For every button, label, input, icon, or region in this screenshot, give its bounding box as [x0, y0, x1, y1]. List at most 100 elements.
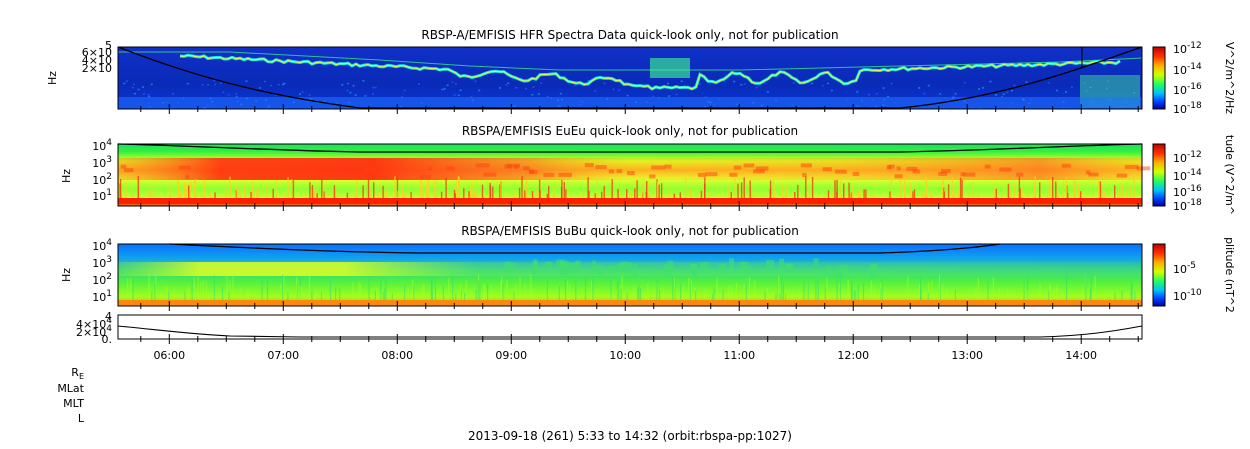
eueu-burst — [422, 182, 424, 198]
eueu-burst — [1026, 189, 1029, 198]
fce-ytick: 0. — [102, 333, 113, 346]
eueu-blob — [912, 169, 920, 174]
eueu-burst — [316, 193, 318, 198]
hfr-speckle — [301, 91, 304, 93]
bubu-streak — [645, 292, 647, 300]
bubu-streak — [483, 283, 485, 300]
bubu-streak — [460, 291, 462, 300]
eueu-blob — [213, 168, 224, 173]
bubu-streak — [191, 277, 193, 300]
hfr-speckle — [507, 82, 510, 84]
hfr-cbar-tick: 10-14 — [1173, 62, 1202, 77]
bubu-streak — [631, 291, 633, 300]
eueu-burst — [808, 187, 811, 198]
hfr-speckle — [258, 87, 261, 89]
x-tick-labels: 06:00 07:00 08:00 09:00 10:00 11:00 12:00 13:00… — [153, 349, 1097, 362]
bubu-streak — [987, 280, 989, 300]
eueu-blob — [428, 166, 433, 171]
hfr-speckle — [474, 80, 477, 82]
hfr-speckle — [667, 82, 669, 85]
eueu-burst — [972, 181, 974, 198]
hfr-speckle — [478, 89, 481, 92]
hfr-speckle — [227, 93, 230, 96]
bubu-streak — [855, 290, 857, 300]
eueu-burst — [912, 191, 914, 198]
bubu-blob — [784, 263, 793, 270]
eueu-blob — [1061, 163, 1071, 168]
bubu-streak — [748, 277, 751, 300]
eueu-blob — [504, 164, 512, 169]
hfr-speckle — [1055, 89, 1058, 92]
eueu-burst — [148, 189, 150, 198]
bubu-streak — [519, 276, 521, 300]
bubu-streak — [561, 289, 563, 300]
eueu-blob — [963, 172, 976, 177]
eueu-burst — [481, 184, 484, 198]
bubu-streak — [455, 293, 457, 300]
bubu-streak — [653, 287, 655, 300]
eueu-blob — [529, 170, 538, 175]
eueu-burst — [1021, 187, 1023, 198]
eueu-burst — [194, 180, 196, 198]
bubu-blob — [592, 260, 596, 274]
bubu-streak — [232, 274, 234, 300]
hfr-speckle — [214, 83, 217, 86]
hfr-cbar-tick: 10-16 — [1173, 82, 1202, 97]
eueu-burst — [617, 188, 619, 198]
eueu-burst — [492, 186, 494, 198]
hfr-speckle — [222, 91, 225, 94]
ephem-l: L — [78, 412, 85, 425]
bubu-streak — [779, 293, 781, 300]
eueu-burst — [1102, 185, 1105, 198]
bubu-streak — [575, 277, 577, 300]
eueu-burst — [539, 189, 541, 198]
bubu-streak — [168, 291, 170, 300]
eueu-burst — [859, 187, 861, 198]
eueu-blob — [999, 167, 1012, 172]
eueu-burst — [794, 192, 796, 198]
eueu-burst — [1081, 191, 1083, 198]
bubu-streak — [1094, 276, 1096, 300]
hfr-speckle — [245, 80, 248, 82]
bubu-streak — [690, 280, 692, 300]
hfr-speckle — [989, 80, 992, 83]
bubu-blob — [729, 258, 735, 270]
bubu-streak — [300, 285, 302, 300]
eueu-burst — [469, 186, 472, 198]
hfr-speckle — [652, 95, 655, 98]
hfr-speckle — [939, 93, 942, 95]
bubu-streak — [907, 276, 909, 300]
hfr-speckle — [498, 87, 501, 89]
bubu-streak — [352, 283, 354, 300]
eueu-burst — [668, 187, 671, 198]
hfr-cbar-tick: 10-12 — [1173, 41, 1202, 56]
hfr-speckle — [698, 83, 701, 85]
eueu-burst — [385, 189, 388, 198]
hfr-speckle — [371, 86, 374, 89]
eueu-burst — [209, 193, 212, 198]
eueu-blob — [800, 163, 812, 168]
eueu-burst — [362, 185, 364, 198]
bubu-streak — [261, 280, 263, 300]
bubu-streak — [368, 276, 370, 300]
eueu-burst — [394, 176, 396, 198]
eueu-burst — [890, 176, 892, 198]
eueu-x-ticks — [140, 201, 1139, 211]
hfr-speckle — [868, 93, 870, 96]
fce-line — [117, 325, 1143, 338]
eueu-burst — [305, 193, 307, 198]
bubu-streak — [423, 283, 425, 300]
eueu-burst — [373, 182, 375, 198]
eueu-burst — [356, 179, 358, 198]
eueu-blob — [1016, 172, 1024, 177]
hfr-speckle — [723, 80, 726, 82]
bubu-x-ticks — [140, 301, 1139, 311]
x-tick-label: 12:00 — [837, 349, 869, 362]
eueu-bottom-band — [118, 198, 1142, 204]
hfr-speckle — [219, 82, 222, 84]
hfr-speckle — [559, 92, 562, 95]
bubu-streak — [1081, 289, 1084, 300]
bubu-ytick: 104 — [92, 238, 112, 253]
eueu-burst — [214, 192, 216, 198]
bubu-streak — [246, 290, 248, 300]
